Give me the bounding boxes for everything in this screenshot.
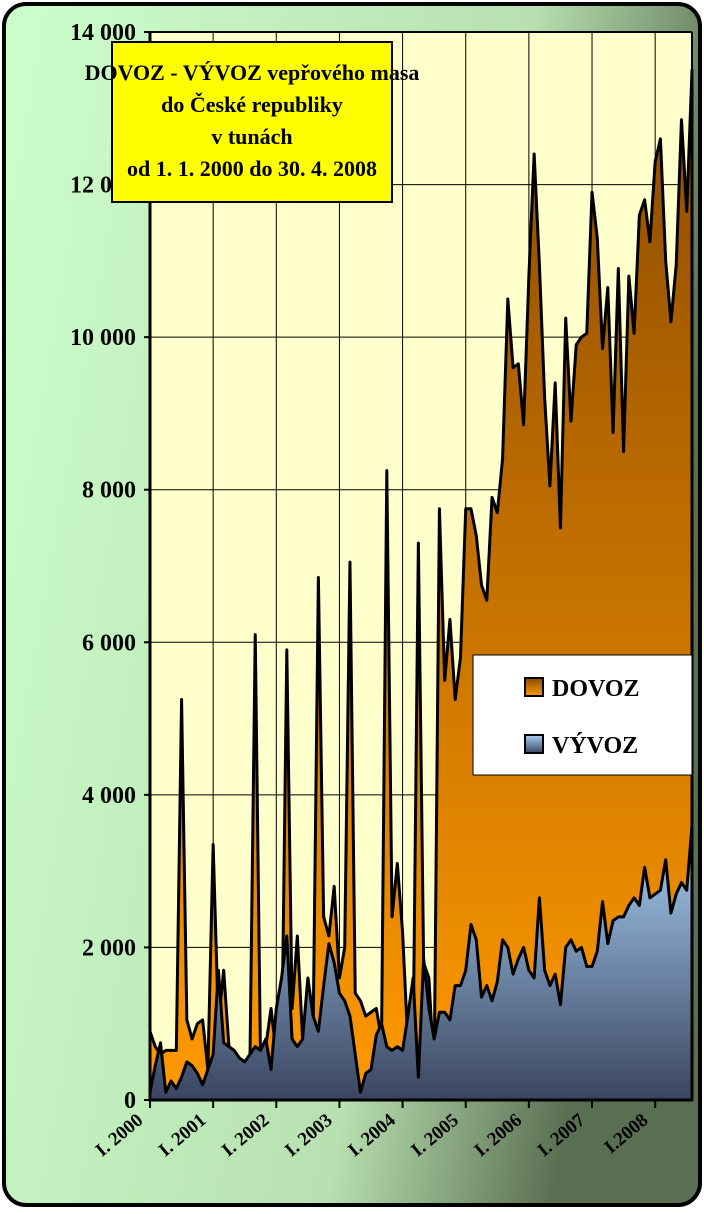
legend-label: VÝVOZ: [552, 733, 638, 759]
y-tick-label: 4 000: [82, 783, 136, 809]
title-box: [111, 41, 393, 203]
y-tick-label: 0: [124, 1088, 136, 1114]
chart-title: DOVOZ - VÝVOZ vepřového masa: [85, 60, 420, 85]
legend: [472, 654, 693, 776]
chart-title: do České republiky: [161, 92, 343, 117]
y-tick-label: 10 000: [70, 325, 136, 351]
y-tick-label: 8 000: [82, 478, 136, 504]
y-tick-label: 2 000: [82, 935, 136, 961]
chart-title: od 1. 1. 2000 do 30. 4. 2008: [127, 156, 377, 181]
chart-title: v tunách: [211, 124, 292, 149]
legend-swatch: [524, 734, 544, 754]
legend-label: DOVOZ: [552, 676, 640, 702]
y-tick-label: 6 000: [82, 630, 136, 656]
area: [148, 823, 694, 1102]
legend-swatch: [524, 677, 544, 697]
